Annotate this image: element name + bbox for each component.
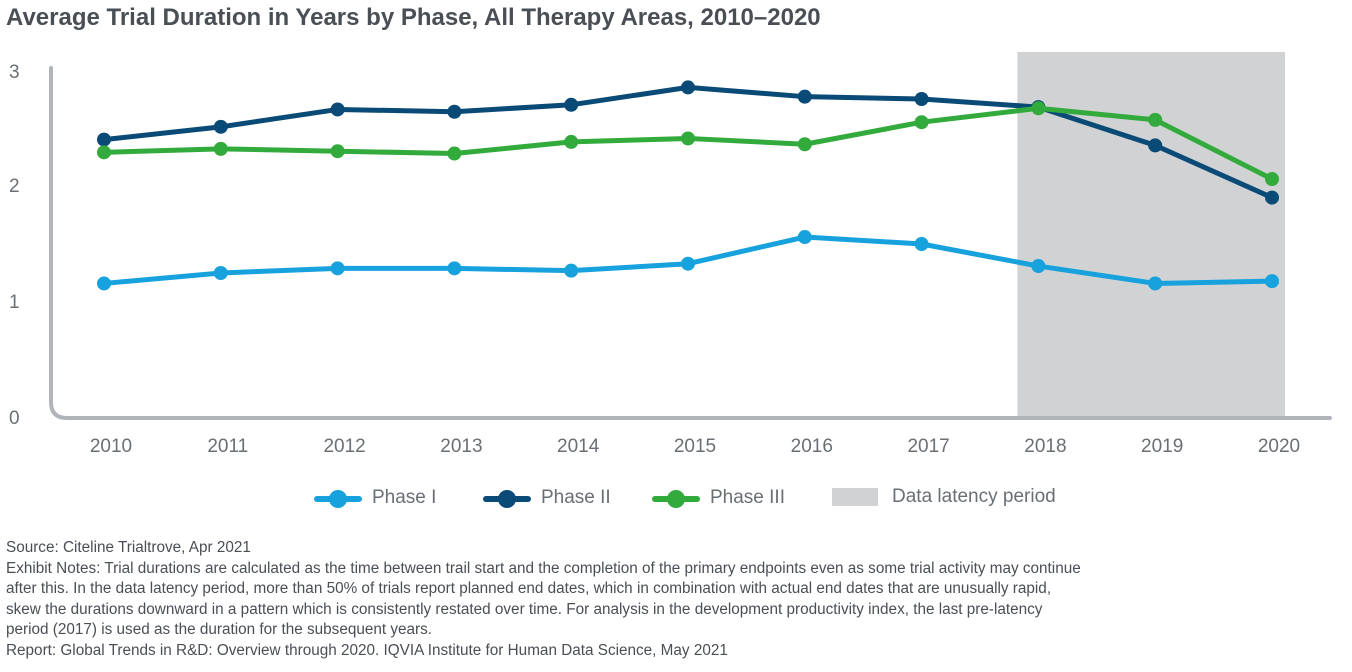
legend-item-latency[interactable]: Data latency period [832,486,1056,508]
series-phase-ii [97,80,1279,205]
data-point[interactable] [681,256,695,271]
y-tick-label: 0 [9,408,20,429]
data-point[interactable] [330,144,345,159]
x-tick-label: 2017 [907,436,949,457]
y-tick-label: 3 [9,62,20,83]
data-point[interactable] [564,97,579,112]
data-point[interactable] [97,276,111,291]
series-phase-iii [97,101,1279,187]
data-point[interactable] [97,145,111,160]
exhibit-note-line: skew the durations downward in a pattern… [6,600,1043,618]
source-note: Source: Citeline Trialtrove, Apr 2021 [6,539,251,556]
legend-label: Phase I [372,487,437,508]
legend-item-phase-2[interactable]: Phase II [483,486,611,510]
data-point[interactable] [564,263,579,278]
data-point[interactable] [914,237,929,251]
data-point[interactable] [914,115,929,130]
data-point[interactable] [1148,138,1163,153]
chart-title: Average Trial Duration in Years by Phase… [6,4,821,31]
data-point[interactable] [1148,112,1163,127]
data-point[interactable] [681,131,695,146]
data-point[interactable] [330,261,345,276]
data-point[interactable] [1265,172,1279,187]
legend-label: Phase III [710,487,785,508]
legend-label: Phase II [541,487,611,508]
x-tick-label: 2016 [791,436,833,457]
x-tick-label: 2010 [90,436,132,457]
report-note: Report: Global Trends in R&D: Overview t… [6,641,728,659]
y-tick-label: 1 [9,292,20,313]
data-point[interactable] [447,261,462,276]
data-point[interactable] [914,92,929,106]
exhibit-note-line: Exhibit Notes: Trial durations are calcu… [6,559,1081,577]
legend-swatch-phase-1 [314,486,362,510]
x-tick-label: 2015 [674,436,716,457]
data-point[interactable] [797,230,812,245]
x-tick-label: 2012 [323,436,365,457]
legend-swatch-phase-3 [652,486,700,510]
chart-notes: Source: Citeline Trialtrove, Apr 2021 Ex… [6,538,1350,662]
data-point[interactable] [681,80,695,95]
data-point[interactable] [564,134,579,149]
x-tick-label: 2018 [1024,436,1066,457]
data-point[interactable] [447,146,462,161]
exhibit-note-line: period (2017) is used as the duration fo… [6,621,433,639]
chart-axis [49,66,1332,420]
data-point[interactable] [797,89,812,104]
data-point[interactable] [1148,276,1163,291]
exhibit-note-line: after this. In the data latency period, … [6,580,1052,598]
legend-label: Data latency period [892,486,1056,507]
y-tick-label: 2 [9,176,20,197]
series-phase-i [97,230,1279,291]
legend-item-phase-3[interactable]: Phase III [652,486,785,510]
data-point[interactable] [1031,101,1046,116]
data-point[interactable] [1265,274,1279,289]
data-point[interactable] [797,137,812,152]
x-tick-label: 2020 [1258,436,1300,457]
data-point[interactable] [1265,190,1279,205]
x-tick-label: 2011 [207,436,248,457]
data-point[interactable] [330,102,345,117]
legend-swatch-latency [832,488,878,506]
data-point[interactable] [97,132,111,147]
x-tick-label: 2013 [440,436,482,457]
x-tick-label: 2014 [557,436,600,457]
data-point[interactable] [213,141,228,156]
legend-swatch-phase-2 [483,486,531,510]
data-point[interactable] [1031,259,1046,274]
x-tick-label: 2019 [1141,436,1183,457]
line-chart: 0 1 2 3 2010 2011 2012 2013 2014 2015 2016 2017 201… [9,52,1332,457]
latency-period-region [1017,52,1285,418]
data-point[interactable] [213,119,228,134]
data-point[interactable] [213,266,228,280]
data-point[interactable] [447,104,462,119]
chart-legend: Phase I Phase II Phase III Data latency … [0,486,1352,512]
legend-item-phase-1[interactable]: Phase I [314,486,436,510]
